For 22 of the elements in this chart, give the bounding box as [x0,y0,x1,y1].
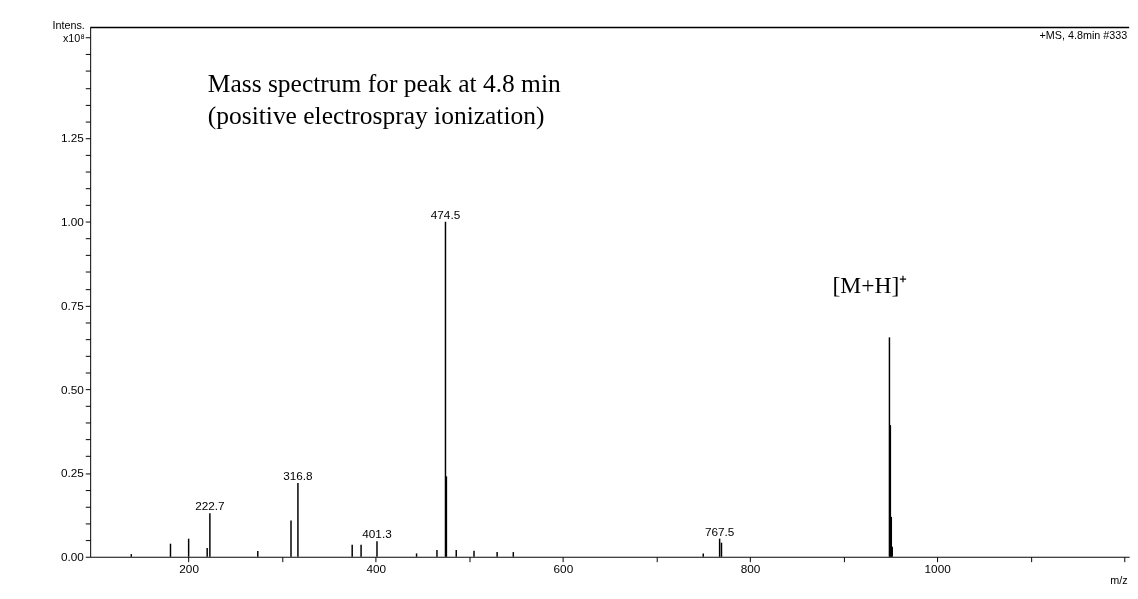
annotation: [M+H]⁺ [832,272,908,299]
annotation: 474.5 [430,207,461,221]
annotation: 222.7 [195,499,225,513]
x-tick-label: 1000 [924,561,952,575]
y-tick-label: 1.25 [60,131,85,145]
annotation: Mass spectrum for peak at 4.8 min [207,69,562,99]
y-axis-title: Intens. x10⁸ [52,18,85,44]
annotation: +MS, 4.8min #333 [1039,29,1128,42]
annotation: 316.8 [283,469,314,483]
x-tick-label: 800 [740,561,761,575]
y-tick-label: 0.75 [60,298,85,312]
annotation: (positive electrospray ionization) [207,100,545,130]
x-tick-label: 200 [179,561,200,575]
y-tick-label: 0.25 [60,466,85,480]
x-axis-title: m/z [1110,573,1128,586]
y-tick-label: 0.00 [60,550,85,564]
x-tick-label: 400 [366,561,387,575]
y-tick-label: 0.50 [60,382,85,396]
annotation: 767.5 [704,524,735,538]
x-tick-label: 600 [553,561,574,575]
y-tick-label: 1.00 [60,215,85,229]
annotation: 401.3 [362,527,393,541]
